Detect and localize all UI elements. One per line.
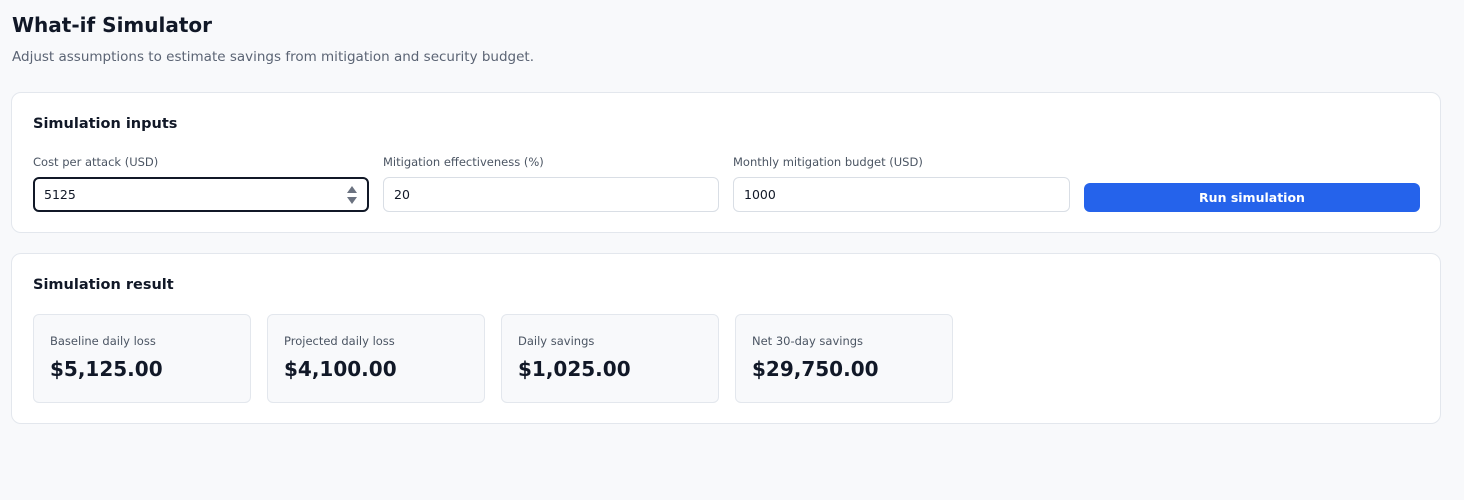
monthly-budget-input[interactable]: 1000 — [733, 177, 1070, 212]
number-stepper[interactable] — [347, 186, 357, 204]
stat-label: Daily savings — [518, 334, 595, 348]
stat-value: $29,750.00 — [752, 357, 879, 381]
simulation-result-title: Simulation result — [33, 277, 174, 293]
page-title: What-if Simulator — [12, 13, 213, 37]
cost-per-attack-label: Cost per attack (USD) — [33, 155, 159, 169]
stat-value: $1,025.00 — [518, 357, 631, 381]
stepper-up-icon[interactable] — [347, 186, 357, 193]
stat-daily-savings: Daily savings $1,025.00 — [501, 314, 719, 403]
simulation-result-card: Simulation result Baseline daily loss $5… — [11, 253, 1441, 424]
stat-label: Baseline daily loss — [50, 334, 156, 348]
stat-net-30-day-savings: Net 30-day savings $29,750.00 — [735, 314, 953, 403]
mitigation-effectiveness-value: 20 — [394, 187, 410, 202]
simulation-inputs-card: Simulation inputs Cost per attack (USD) … — [11, 92, 1441, 233]
run-simulation-button[interactable]: Run simulation — [1084, 183, 1420, 212]
mitigation-effectiveness-input[interactable]: 20 — [383, 177, 719, 212]
mitigation-effectiveness-label: Mitigation effectiveness (%) — [383, 155, 544, 169]
monthly-budget-value: 1000 — [744, 187, 776, 202]
cost-per-attack-value: 5125 — [44, 187, 76, 202]
stat-value: $4,100.00 — [284, 357, 397, 381]
monthly-budget-label: Monthly mitigation budget (USD) — [733, 155, 923, 169]
stat-label: Projected daily loss — [284, 334, 395, 348]
page-subtitle: Adjust assumptions to estimate savings f… — [12, 49, 535, 65]
simulation-inputs-title: Simulation inputs — [33, 116, 178, 132]
stat-label: Net 30-day savings — [752, 334, 864, 348]
stat-projected-daily-loss: Projected daily loss $4,100.00 — [267, 314, 485, 403]
stat-value: $5,125.00 — [50, 357, 163, 381]
stat-baseline-daily-loss: Baseline daily loss $5,125.00 — [33, 314, 251, 403]
stepper-down-icon[interactable] — [347, 197, 357, 204]
cost-per-attack-input[interactable]: 5125 — [33, 177, 369, 212]
